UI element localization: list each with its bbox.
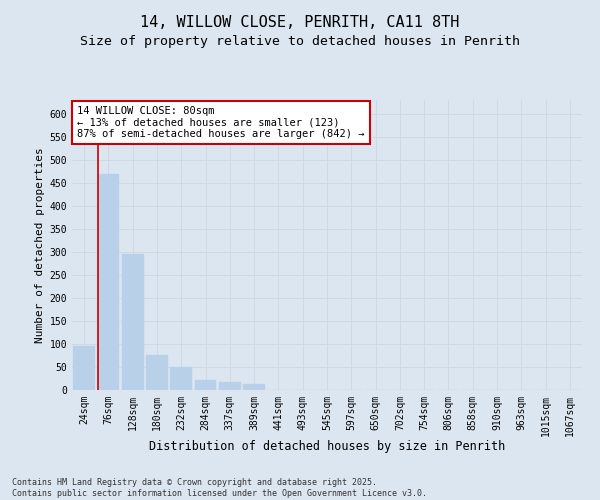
Y-axis label: Number of detached properties: Number of detached properties [35,147,46,343]
Bar [194,380,217,390]
Text: Size of property relative to detached houses in Penrith: Size of property relative to detached ho… [80,35,520,48]
Bar [146,356,168,390]
Bar [170,367,192,390]
Text: Contains HM Land Registry data © Crown copyright and database right 2025.
Contai: Contains HM Land Registry data © Crown c… [12,478,427,498]
Bar [219,382,241,390]
Bar [97,174,119,390]
Bar [122,254,143,390]
Bar [243,384,265,390]
Text: 14, WILLOW CLOSE, PENRITH, CA11 8TH: 14, WILLOW CLOSE, PENRITH, CA11 8TH [140,15,460,30]
Bar [73,346,95,390]
X-axis label: Distribution of detached houses by size in Penrith: Distribution of detached houses by size … [149,440,505,453]
Text: 14 WILLOW CLOSE: 80sqm
← 13% of detached houses are smaller (123)
87% of semi-de: 14 WILLOW CLOSE: 80sqm ← 13% of detached… [77,106,365,139]
